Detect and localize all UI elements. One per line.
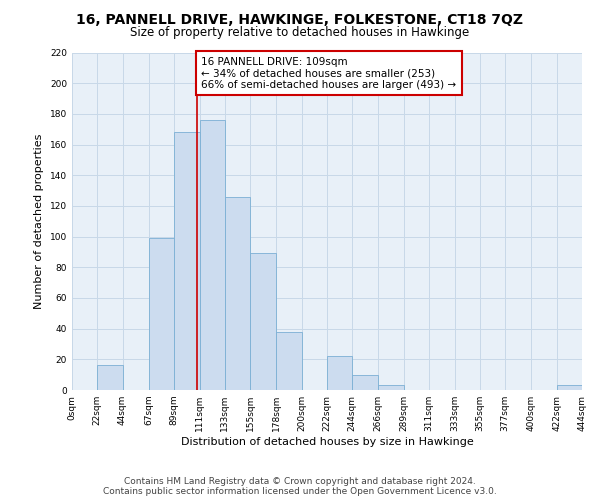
Bar	[97, 366, 122, 390]
Text: 16 PANNELL DRIVE: 109sqm
← 34% of detached houses are smaller (253)
66% of semi-: 16 PANNELL DRIVE: 109sqm ← 34% of detach…	[202, 56, 457, 90]
Bar	[327, 356, 352, 390]
Bar	[149, 238, 174, 390]
Bar	[199, 120, 225, 390]
Text: Size of property relative to detached houses in Hawkinge: Size of property relative to detached ho…	[130, 26, 470, 39]
X-axis label: Distribution of detached houses by size in Hawkinge: Distribution of detached houses by size …	[181, 437, 473, 447]
Bar	[377, 386, 404, 390]
Bar	[352, 374, 377, 390]
Text: Contains HM Land Registry data © Crown copyright and database right 2024.
Contai: Contains HM Land Registry data © Crown c…	[103, 476, 497, 496]
Text: 16, PANNELL DRIVE, HAWKINGE, FOLKESTONE, CT18 7QZ: 16, PANNELL DRIVE, HAWKINGE, FOLKESTONE,…	[77, 12, 523, 26]
Y-axis label: Number of detached properties: Number of detached properties	[34, 134, 44, 309]
Bar	[174, 132, 199, 390]
Bar	[557, 386, 582, 390]
Bar	[277, 332, 302, 390]
Bar	[225, 196, 250, 390]
Bar	[250, 254, 277, 390]
